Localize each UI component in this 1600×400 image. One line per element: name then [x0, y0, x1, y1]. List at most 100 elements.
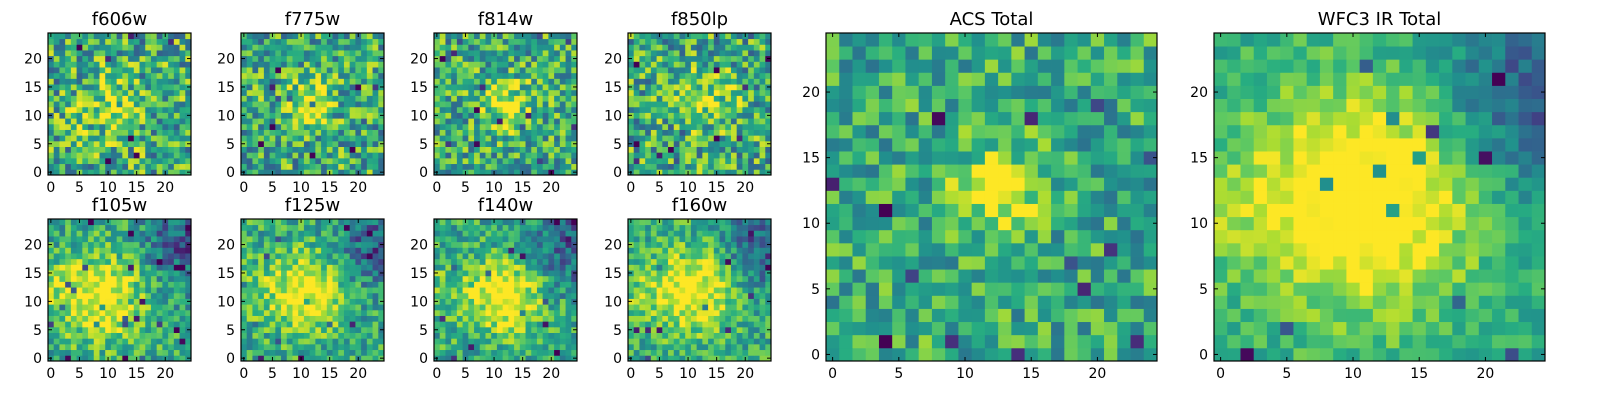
heatmap-cell — [59, 253, 66, 260]
heatmap-cell — [531, 38, 538, 45]
heatmap-cell — [725, 140, 732, 147]
y-tick-label: 0 — [419, 351, 428, 367]
heatmap-cell — [128, 61, 135, 68]
heatmap-cell — [105, 258, 112, 265]
heatmap-cell — [662, 157, 669, 165]
heatmap-cell — [702, 118, 709, 125]
heatmap-cell — [281, 264, 288, 271]
heatmap-cell — [485, 219, 492, 226]
heatmap-cell — [298, 140, 305, 147]
heatmap-cell — [99, 321, 106, 328]
heatmap-cell — [496, 326, 504, 333]
heatmap-cell — [548, 112, 555, 119]
heatmap-cell — [485, 281, 492, 288]
y-tick-label: 5 — [613, 137, 622, 153]
heatmap-cell — [150, 169, 158, 176]
heatmap-cell — [439, 152, 446, 159]
heatmap-cell — [451, 78, 458, 85]
heatmap-cell — [361, 61, 368, 68]
heatmap-cell — [725, 118, 732, 125]
heatmap-cell — [679, 106, 686, 113]
heatmap-cell — [76, 123, 83, 130]
heatmap-cell — [110, 72, 118, 79]
heatmap-cell — [332, 169, 339, 176]
heatmap-cell — [696, 123, 703, 130]
heatmap-cell — [48, 304, 55, 311]
heatmap-cell — [542, 112, 549, 119]
heatmap-cell — [366, 146, 373, 153]
heatmap-cell — [702, 326, 709, 333]
heatmap-cell — [349, 241, 356, 248]
heatmap-cell — [708, 355, 715, 362]
heatmap-cell — [332, 287, 339, 294]
heatmap-cell — [668, 140, 675, 147]
heatmap-cell — [252, 84, 259, 91]
heatmap-cell — [122, 281, 129, 288]
heatmap-cell — [565, 224, 572, 231]
heatmap-cell — [332, 298, 339, 305]
heatmap-cell — [736, 78, 743, 85]
heatmap-cell — [736, 101, 743, 108]
x-tick-label: 5 — [75, 366, 84, 382]
heatmap-cell — [185, 89, 192, 96]
heatmap-cell — [99, 292, 106, 299]
heatmap-cell — [685, 118, 692, 125]
heatmap-cell — [122, 236, 129, 243]
heatmap-cell — [105, 118, 112, 125]
heatmap-cell — [133, 270, 140, 277]
heatmap-cell — [468, 78, 475, 85]
heatmap-cell — [303, 275, 311, 282]
heatmap-cell — [673, 129, 680, 136]
heatmap-cell — [645, 95, 652, 102]
heatmap-cell — [434, 152, 441, 159]
heatmap-cell — [116, 135, 123, 142]
heatmap-cell — [496, 95, 504, 102]
heatmap-cell — [496, 247, 504, 254]
heatmap-cell — [185, 123, 192, 130]
heatmap-cell — [725, 101, 732, 108]
heatmap-cell — [168, 89, 175, 96]
heatmap-cell — [748, 72, 755, 79]
heatmap-cell — [179, 247, 186, 254]
heatmap-cell — [116, 95, 123, 102]
heatmap-cell — [246, 38, 253, 45]
heatmap-cell — [298, 55, 305, 62]
heatmap-cell — [303, 309, 311, 316]
heatmap-cell — [65, 72, 72, 79]
heatmap-cell — [292, 304, 299, 311]
heatmap-cell — [150, 55, 158, 62]
heatmap-cell — [65, 298, 72, 305]
heatmap-cell — [298, 236, 305, 243]
heatmap-cell — [281, 247, 288, 254]
heatmap-cell — [378, 315, 385, 322]
heatmap-cell — [321, 55, 328, 62]
heatmap-cell — [571, 349, 578, 356]
heatmap-cell — [462, 343, 469, 351]
heatmap-cell — [496, 106, 504, 113]
heatmap-cell — [59, 50, 66, 57]
heatmap-cell — [536, 332, 544, 339]
heatmap-cell — [496, 292, 504, 299]
heatmap-cell — [93, 95, 100, 102]
heatmap-cell — [462, 292, 469, 299]
heatmap-cell — [719, 89, 726, 96]
heatmap-cell — [59, 140, 66, 147]
heatmap-cell — [361, 152, 368, 159]
heatmap-cell — [633, 332, 640, 339]
heatmap-cell — [59, 152, 66, 159]
heatmap-cell — [156, 309, 163, 316]
heatmap-cell — [742, 338, 749, 345]
heatmap-cell — [366, 241, 373, 248]
heatmap-cell — [571, 332, 578, 339]
heatmap-cell — [491, 129, 498, 136]
heatmap-cell — [332, 33, 339, 40]
heatmap-cell — [366, 157, 373, 165]
heatmap-cell — [662, 270, 669, 277]
heatmap-cell — [332, 270, 339, 277]
heatmap-cell — [462, 275, 469, 282]
heatmap-cell — [82, 275, 89, 282]
heatmap-cell — [110, 287, 118, 294]
heatmap-cell — [536, 67, 544, 74]
heatmap-cell — [479, 281, 486, 288]
